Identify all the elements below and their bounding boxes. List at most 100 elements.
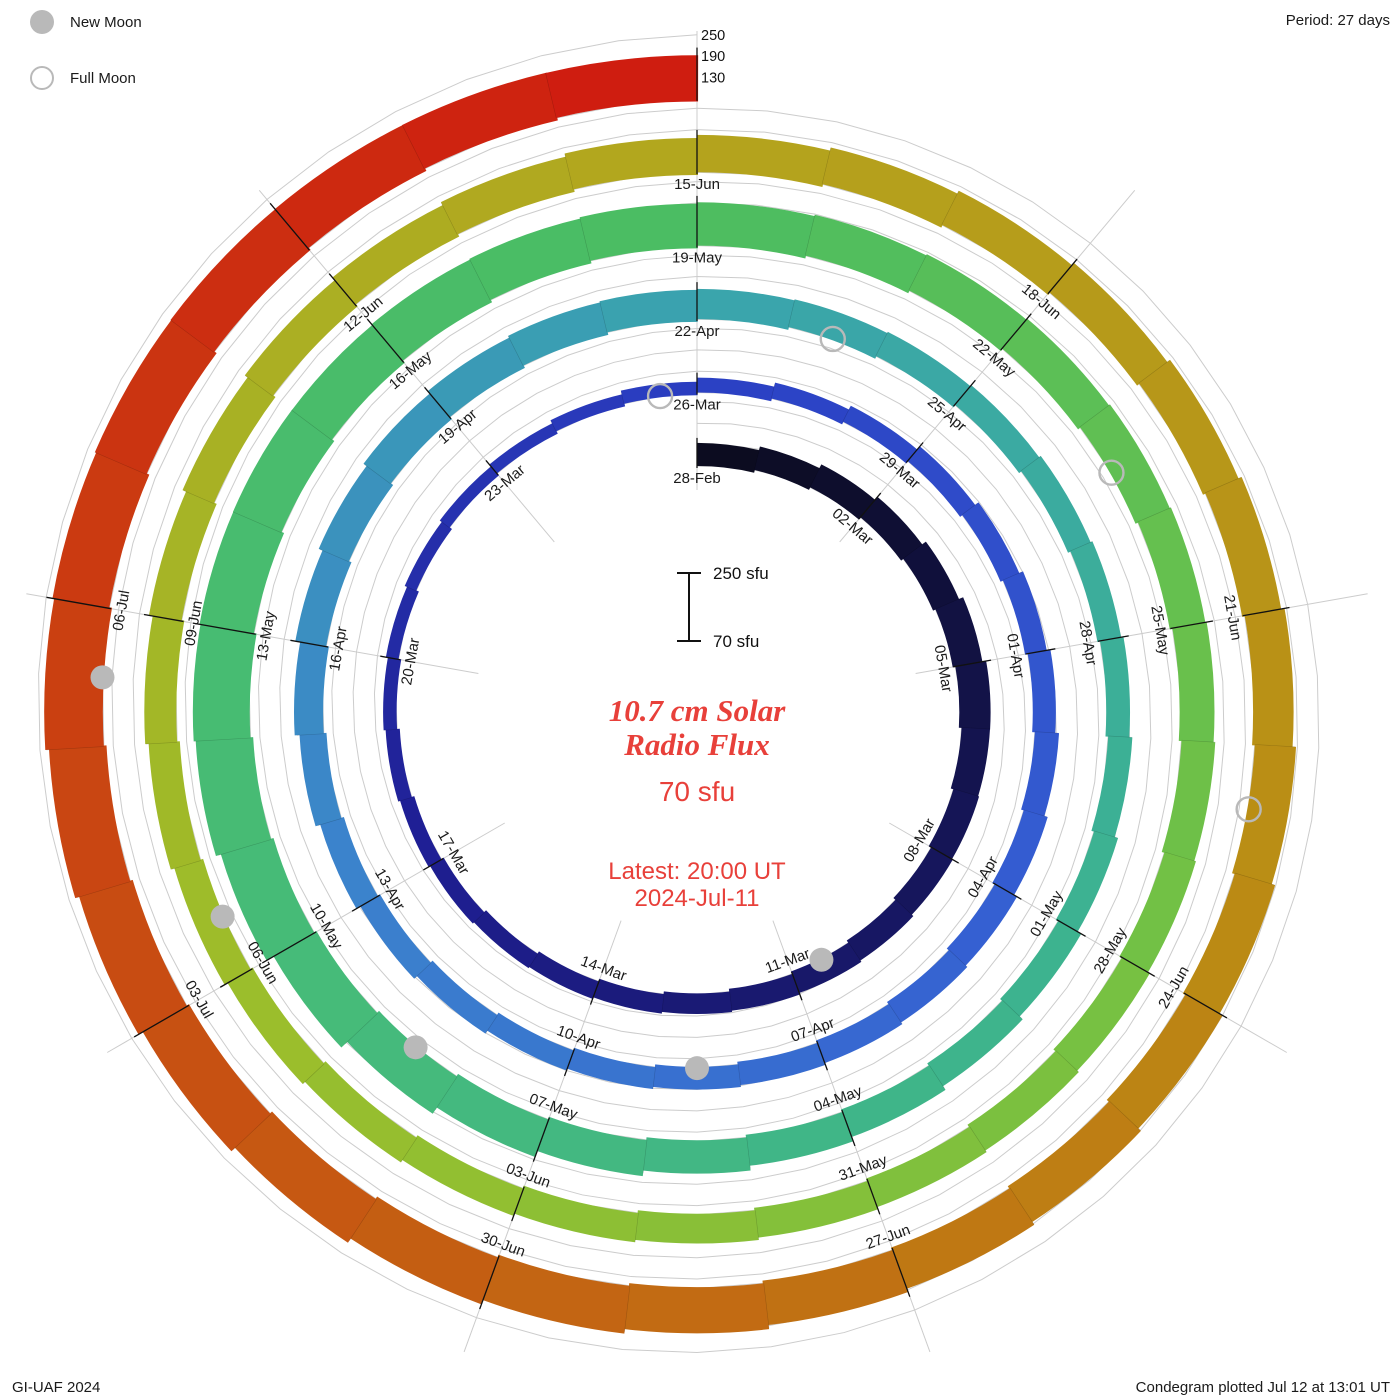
three-day-tick — [563, 1048, 576, 1077]
radial-scale-label: 130 — [701, 71, 725, 87]
flux-day-segment — [199, 511, 285, 634]
three-day-tick — [485, 460, 499, 476]
day-seam — [245, 375, 273, 397]
full-moon-icon — [30, 66, 54, 90]
grid-spiral-190sfu — [59, 55, 1298, 1332]
full-moon-marker — [646, 382, 674, 410]
three-day-tick — [1242, 606, 1290, 617]
day-seam — [383, 729, 398, 731]
flux-day-segment — [697, 288, 796, 330]
legend-full-moon: Full Moon — [30, 64, 142, 92]
flux-day-segment — [78, 879, 188, 1035]
day-seam — [218, 839, 272, 856]
flux-day-segment — [1099, 636, 1131, 738]
day-seam — [46, 746, 104, 751]
flux-day-segment — [1119, 851, 1196, 974]
day-seam — [953, 788, 980, 797]
scale-bar-max-label: 250 sfu — [713, 564, 769, 583]
date-label: 15-Jun — [674, 176, 720, 193]
flux-day-segment — [1182, 873, 1276, 1015]
flux-day-segment — [893, 847, 953, 916]
flux-day-segment — [416, 960, 498, 1034]
flux-day-segment — [697, 442, 760, 473]
flux-day-segment — [860, 496, 923, 561]
flux-day-segment — [840, 1065, 946, 1138]
day-seam — [848, 942, 862, 963]
flux-day-segment — [642, 1137, 751, 1174]
day-seam — [1108, 735, 1133, 738]
three-day-tick — [1000, 313, 1032, 351]
day-seam — [398, 797, 412, 802]
day-seam — [1070, 541, 1093, 552]
day-seam — [1137, 507, 1172, 523]
latest-time: Latest: 20:00 UT — [608, 858, 786, 885]
day-seam — [1138, 360, 1170, 384]
day-seam — [291, 410, 332, 441]
day-seam — [620, 391, 625, 404]
day-seam — [401, 124, 425, 170]
flux-day-segment — [234, 1111, 377, 1243]
flux-day-segment — [1049, 262, 1168, 386]
day-seam — [1020, 455, 1042, 472]
day-seam — [935, 597, 962, 610]
flux-day-segment — [737, 1042, 826, 1086]
flux-day-segment — [728, 973, 800, 1011]
day-seam — [729, 991, 733, 1012]
flux-day-segment — [170, 208, 311, 353]
date-label: 06-Jul — [110, 589, 134, 632]
flux-day-segment — [274, 124, 427, 249]
day-seam — [1204, 477, 1242, 494]
flux-day-segment — [363, 393, 452, 484]
day-seam — [564, 154, 574, 190]
flux-day-segment — [332, 204, 460, 305]
new-moon-marker — [210, 904, 235, 929]
legend-full-moon-label: Full Moon — [70, 69, 136, 87]
flux-day-segment — [946, 883, 1018, 967]
three-day-tick — [380, 655, 401, 661]
day-seam — [948, 949, 968, 968]
three-day-tick — [351, 894, 381, 912]
flux-day-segment — [294, 641, 329, 736]
day-seam — [888, 1003, 903, 1025]
flux-day-segment — [304, 1061, 417, 1163]
day-seam — [771, 383, 776, 399]
flux-day-segment — [148, 741, 201, 870]
date-label: 20-Mar — [398, 637, 423, 687]
flux-day-segment — [144, 615, 185, 745]
flux-day-segment — [1244, 608, 1294, 748]
flux-day-segment — [941, 190, 1073, 295]
flux-day-segment — [935, 597, 983, 668]
flux-day-segment — [1172, 622, 1215, 743]
flux-day-segment — [967, 1050, 1079, 1151]
credit-plotted-timestamp: Condegram plotted Jul 12 at 13:01 UT — [1135, 1379, 1390, 1396]
day-seam — [1094, 830, 1118, 839]
three-day-tick — [992, 882, 1022, 900]
flux-day-segment — [291, 324, 405, 441]
day-seam — [1055, 1050, 1079, 1073]
three-day-tick — [46, 596, 112, 610]
day-seam — [404, 585, 417, 592]
day-seam — [469, 258, 491, 301]
full-moon-marker — [1235, 796, 1262, 823]
day-seam — [842, 406, 851, 422]
day-seam — [737, 1064, 742, 1088]
three-day-tick — [1047, 258, 1078, 295]
flux-day-segment — [148, 490, 217, 622]
flux-day-segment — [513, 1185, 639, 1243]
moon-legend: New Moon Full Moon — [30, 8, 142, 120]
flux-day-segment — [815, 1003, 903, 1064]
flux-day-segment — [950, 727, 990, 797]
three-day-tick — [366, 318, 405, 363]
day-seam — [485, 1015, 498, 1034]
day-seam — [895, 899, 914, 917]
day-seam — [345, 1013, 378, 1045]
radial-scale-label: 250 — [701, 28, 725, 44]
flux-day-segment — [528, 951, 599, 999]
flux-day-segment — [865, 1126, 987, 1208]
flux-day-segment — [320, 817, 378, 909]
flux-day-segment — [592, 978, 665, 1014]
day-seam — [961, 727, 991, 730]
day-seam — [193, 737, 251, 742]
three-day-tick — [1056, 919, 1086, 937]
